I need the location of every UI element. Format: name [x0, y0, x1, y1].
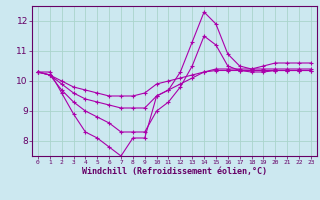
- X-axis label: Windchill (Refroidissement éolien,°C): Windchill (Refroidissement éolien,°C): [82, 167, 267, 176]
